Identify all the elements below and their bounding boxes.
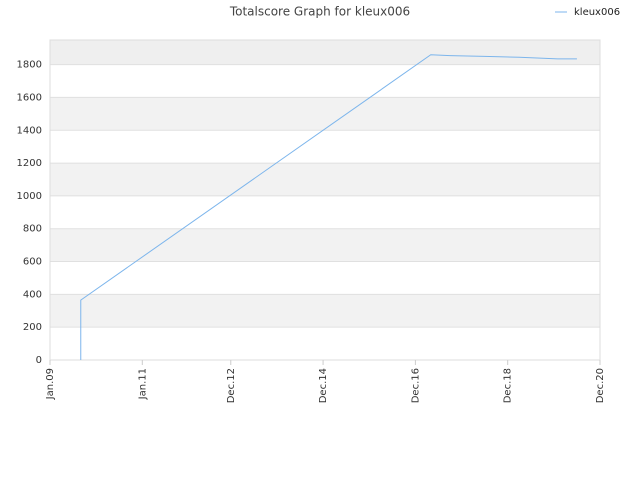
plot-border <box>49 39 601 361</box>
grid-band <box>50 163 600 196</box>
y-tick-label: 200 <box>23 322 42 333</box>
y-tick-label: 0 <box>36 355 42 366</box>
legend-label: kleux006 <box>574 7 620 18</box>
y-tick-label: 1200 <box>17 158 42 169</box>
y-tick-label: 1800 <box>17 60 42 71</box>
x-tick-label: Dec.18 <box>503 368 514 403</box>
y-tick-label: 1600 <box>17 92 42 103</box>
x-tick-label: Jan.11 <box>137 368 148 400</box>
y-tick-label: 400 <box>23 289 42 300</box>
grid-band <box>50 228 600 262</box>
x-tick-label: Dec.16 <box>410 368 421 403</box>
y-tick-label: 1000 <box>17 191 42 202</box>
grid-band <box>50 40 600 65</box>
y-tick-label: 600 <box>23 257 42 268</box>
grid-band <box>50 97 600 131</box>
x-tick-label: Dec.12 <box>226 368 237 403</box>
x-tick-label: Jan.09 <box>45 368 56 400</box>
y-tick-label: 800 <box>23 224 42 235</box>
x-tick-label: Dec.20 <box>595 368 606 403</box>
y-tick-label: 1400 <box>17 125 42 136</box>
x-tick-label: Dec.14 <box>318 368 329 403</box>
chart-title: Totalscore Graph for kleux006 <box>229 5 410 19</box>
grid-band <box>50 294 600 328</box>
data-line <box>80 54 577 360</box>
